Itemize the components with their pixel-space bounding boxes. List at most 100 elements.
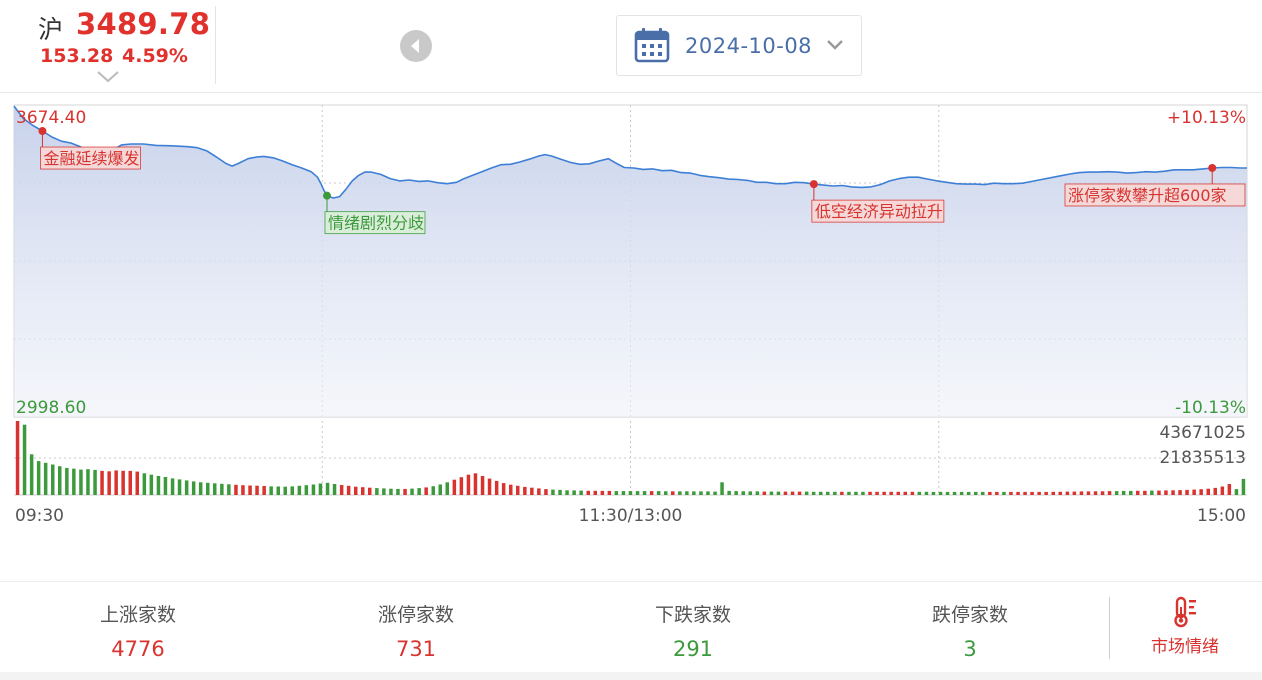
- annotation-dot: [38, 127, 47, 136]
- stat-label: 上涨家数: [99, 604, 176, 626]
- volume-bar: [1227, 484, 1232, 495]
- volume-bar: [248, 485, 252, 495]
- volume-bar: [1241, 478, 1246, 495]
- volume-bar: [163, 477, 168, 495]
- volume-bar: [382, 488, 386, 495]
- volume-bar: [868, 491, 872, 495]
- volume-bar: [1121, 490, 1126, 495]
- volume-bar: [135, 471, 139, 495]
- volume-bar: [1143, 490, 1147, 495]
- volume-bar: [776, 491, 781, 495]
- volume-bar: [424, 487, 428, 495]
- volume-bar: [699, 491, 703, 495]
- volume-bar: [36, 461, 41, 495]
- volume-bar: [170, 478, 175, 495]
- volume-bar: [297, 485, 302, 495]
- volume-bar: [445, 482, 449, 495]
- volume-bar: [332, 484, 337, 495]
- annotation-box: [324, 211, 426, 235]
- prev-day-button[interactable]: [400, 30, 432, 62]
- volume-bar: [974, 491, 978, 495]
- volume-bar: [107, 471, 111, 495]
- volume-bar: [1107, 491, 1112, 495]
- volume-bar: [537, 488, 541, 495]
- volume-bar: [910, 491, 915, 495]
- volume-bar: [558, 489, 562, 495]
- volume-bar: [1065, 491, 1070, 495]
- volume-bar: [840, 491, 844, 495]
- annotation-dot: [1208, 163, 1217, 172]
- volume-bar: [516, 485, 520, 495]
- volume-bar: [713, 491, 717, 495]
- volume-bar: [86, 469, 90, 495]
- volume-bar: [100, 470, 104, 495]
- volume-bar: [854, 491, 858, 495]
- volume-bar: [509, 484, 513, 495]
- volume-bar: [1171, 490, 1175, 495]
- bottom-strip: [0, 672, 1262, 680]
- stat-limit-down-count: 跌停家数 3: [860, 600, 1080, 661]
- annotation-box: [40, 146, 141, 170]
- annotation-label: 涨停家数攀升超600家: [1068, 186, 1227, 205]
- market-mood-button[interactable]: 市场情绪: [1130, 594, 1240, 658]
- volume-bar: [198, 482, 203, 495]
- calendar-icon: [634, 28, 670, 63]
- volume-bar: [938, 491, 943, 495]
- volume-bar: [1178, 490, 1182, 495]
- annotation-dot: [322, 191, 331, 200]
- volume-bar: [579, 490, 583, 495]
- date-picker[interactable]: 2024-10-08: [616, 15, 862, 76]
- volume-bar: [1157, 490, 1161, 495]
- volume-bar: [156, 476, 161, 495]
- volume-bar: [755, 491, 760, 495]
- stat-label: 下跌家数: [654, 604, 731, 626]
- volume-bar: [1072, 491, 1077, 495]
- volume-bar: [51, 464, 55, 495]
- volume-bar: [741, 491, 745, 495]
- volume-bar: [748, 491, 752, 495]
- volume-bar: [466, 474, 471, 495]
- volume-bar: [988, 491, 992, 495]
- volume-bar: [361, 487, 365, 495]
- x-label-midday: 11:30/13:00: [579, 506, 683, 526]
- annotation-box: [1064, 183, 1246, 207]
- volume-bar: [706, 491, 710, 495]
- volume-bar: [551, 489, 555, 495]
- volume-bar: [889, 491, 893, 495]
- volume-bar: [959, 491, 964, 495]
- volume-bar: [621, 491, 626, 495]
- volume-bar: [184, 480, 189, 495]
- chevron-down-icon[interactable]: [96, 70, 120, 84]
- volume-bar: [283, 486, 287, 495]
- volume-bar: [290, 486, 294, 495]
- volume-bar: [220, 483, 224, 495]
- volume-bar: [671, 491, 675, 495]
- intraday-chart[interactable]: 3674.40 2998.60 +10.13% -10.13% 43671025 2183…: [0, 96, 1262, 536]
- index-summary[interactable]: 沪 3489.78 153.28 4.59%: [0, 0, 216, 92]
- volume-bar: [797, 491, 802, 495]
- volume-bar: [304, 485, 309, 495]
- annotation-label: 金融延续爆发: [43, 149, 139, 168]
- volume-bar: [1086, 491, 1091, 495]
- volume-bar: [480, 476, 485, 495]
- volume-bar: [734, 491, 738, 495]
- volume-bar: [494, 480, 499, 495]
- volume-bar: [614, 491, 619, 495]
- volume-bar: [142, 473, 147, 495]
- volume-bar: [311, 484, 316, 495]
- volume-bar: [276, 486, 280, 495]
- volume-bar: [410, 488, 414, 495]
- volume-bar: [1023, 491, 1027, 495]
- volume-mid-label: 21835513: [1159, 448, 1246, 468]
- volume-bar: [487, 478, 492, 495]
- stat-label: 涨停家数: [377, 604, 454, 626]
- y-min-label: 2998.60: [16, 398, 86, 418]
- volume-bar: [931, 491, 936, 495]
- volume-bar: [607, 490, 612, 495]
- volume-bar: [1044, 491, 1048, 495]
- volume-bar: [1185, 489, 1189, 495]
- volume-bar: [649, 491, 654, 495]
- volume-bar: [783, 491, 788, 495]
- volume-bar: [452, 479, 457, 495]
- volume-bar: [790, 491, 795, 495]
